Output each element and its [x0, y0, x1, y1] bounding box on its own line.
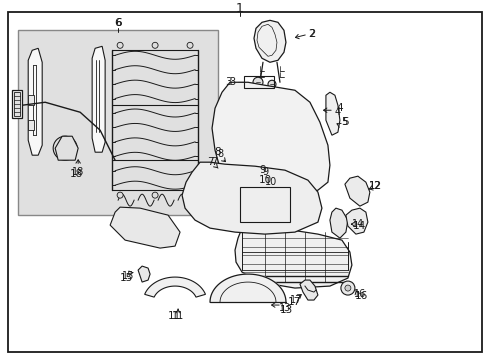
Polygon shape: [28, 120, 34, 130]
Polygon shape: [92, 46, 105, 152]
Circle shape: [187, 42, 193, 48]
Circle shape: [263, 190, 273, 200]
Polygon shape: [210, 274, 286, 302]
Circle shape: [60, 143, 70, 153]
Polygon shape: [212, 82, 330, 196]
Bar: [18, 30, 218, 215]
Polygon shape: [182, 162, 322, 234]
Text: 4: 4: [335, 107, 341, 117]
Text: 18: 18: [72, 167, 84, 177]
Circle shape: [253, 187, 263, 197]
Polygon shape: [326, 92, 340, 135]
Circle shape: [152, 192, 158, 198]
Circle shape: [263, 210, 273, 220]
Text: 12: 12: [369, 181, 383, 191]
Circle shape: [243, 190, 253, 200]
Text: 5: 5: [341, 117, 347, 127]
Polygon shape: [28, 95, 34, 105]
Text: 18: 18: [70, 169, 83, 179]
Text: 8: 8: [215, 147, 221, 157]
Text: 12: 12: [368, 181, 381, 191]
Text: 2: 2: [309, 29, 315, 39]
Circle shape: [273, 200, 283, 210]
Polygon shape: [330, 208, 348, 238]
Circle shape: [253, 77, 263, 87]
Text: 10: 10: [258, 175, 271, 185]
Polygon shape: [300, 280, 318, 300]
Text: 9: 9: [260, 165, 266, 175]
Text: 7: 7: [211, 157, 217, 167]
Circle shape: [263, 200, 273, 210]
Text: 15: 15: [122, 271, 134, 281]
Bar: [244, 76, 274, 88]
Circle shape: [243, 200, 253, 210]
Circle shape: [345, 285, 351, 291]
Text: 3: 3: [229, 77, 235, 87]
Text: 15: 15: [120, 273, 133, 283]
Polygon shape: [14, 92, 20, 116]
Bar: [240, 187, 290, 222]
Text: 10: 10: [265, 177, 277, 187]
Text: 11: 11: [172, 311, 184, 321]
Text: 17: 17: [287, 297, 300, 307]
Text: 16: 16: [355, 291, 368, 301]
Text: 14: 14: [353, 221, 367, 231]
Polygon shape: [345, 176, 370, 206]
Circle shape: [152, 42, 158, 48]
Text: 9: 9: [262, 167, 268, 177]
Polygon shape: [346, 208, 368, 234]
Circle shape: [187, 192, 193, 198]
Circle shape: [53, 136, 77, 160]
Polygon shape: [55, 136, 78, 160]
Text: 17: 17: [290, 295, 302, 305]
Polygon shape: [12, 90, 22, 118]
Text: 3: 3: [225, 77, 231, 87]
Text: 2: 2: [309, 29, 315, 39]
Text: 1: 1: [236, 2, 244, 15]
Polygon shape: [110, 207, 180, 248]
Circle shape: [273, 210, 283, 220]
Polygon shape: [195, 208, 230, 220]
Text: 16: 16: [354, 289, 366, 299]
Circle shape: [268, 80, 276, 88]
Circle shape: [273, 190, 283, 200]
Text: 11: 11: [168, 311, 181, 321]
Text: 7: 7: [207, 157, 213, 167]
Polygon shape: [28, 48, 42, 155]
Polygon shape: [138, 266, 150, 282]
Polygon shape: [235, 227, 352, 288]
Circle shape: [117, 192, 123, 198]
Polygon shape: [254, 20, 286, 62]
Text: 5: 5: [343, 117, 349, 127]
Text: 6: 6: [115, 18, 122, 28]
Polygon shape: [145, 277, 205, 297]
Text: 14: 14: [352, 219, 364, 229]
Text: 6: 6: [115, 18, 122, 28]
Text: 4: 4: [337, 103, 343, 113]
Circle shape: [117, 42, 123, 48]
Text: 13: 13: [279, 303, 291, 313]
Text: 8: 8: [217, 149, 223, 159]
Circle shape: [253, 197, 263, 207]
Circle shape: [253, 207, 263, 217]
Text: 13: 13: [279, 305, 293, 315]
Circle shape: [341, 281, 355, 295]
Circle shape: [243, 210, 253, 220]
